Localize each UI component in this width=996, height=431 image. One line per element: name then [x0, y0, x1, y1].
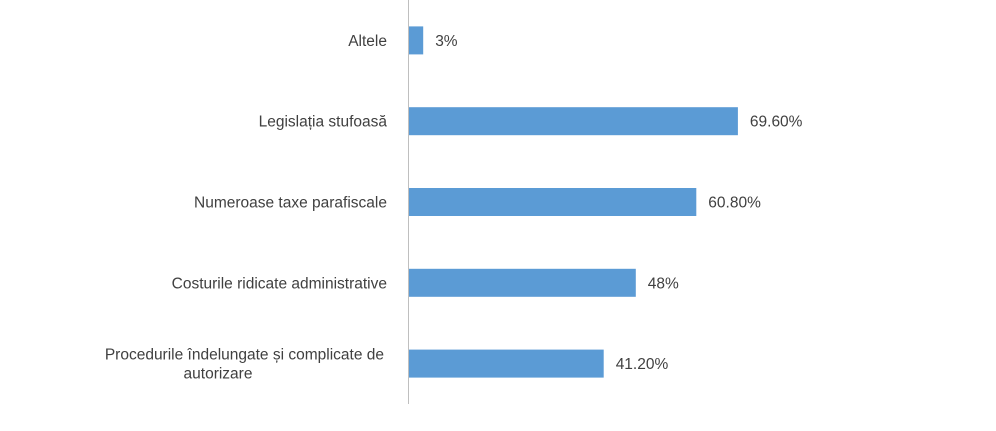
data-label: 3%	[435, 33, 458, 50]
category-labels-group: Procedurile îndelungate și complicate de…	[105, 33, 388, 383]
category-label: Numeroase taxe parafiscale	[194, 195, 387, 212]
data-label: 60.80%	[708, 195, 761, 212]
category-label: Costurile ridicate administrative	[172, 275, 387, 292]
bar	[409, 26, 424, 55]
category-label: Altele	[348, 33, 387, 50]
category-label: Procedurile îndelungate și complicate de…	[105, 347, 384, 383]
data-labels-group: 41.20% 48% 60.80% 69.60% 3%	[435, 33, 802, 373]
bar	[409, 107, 738, 136]
data-label: 69.60%	[750, 114, 803, 131]
bar	[409, 268, 636, 297]
data-label: 48%	[648, 275, 679, 292]
bar	[409, 188, 697, 216]
category-label: Legislația stufoasă	[259, 114, 388, 131]
data-label: 41.20%	[616, 356, 669, 373]
bar	[409, 349, 604, 378]
bars-group	[409, 26, 738, 378]
